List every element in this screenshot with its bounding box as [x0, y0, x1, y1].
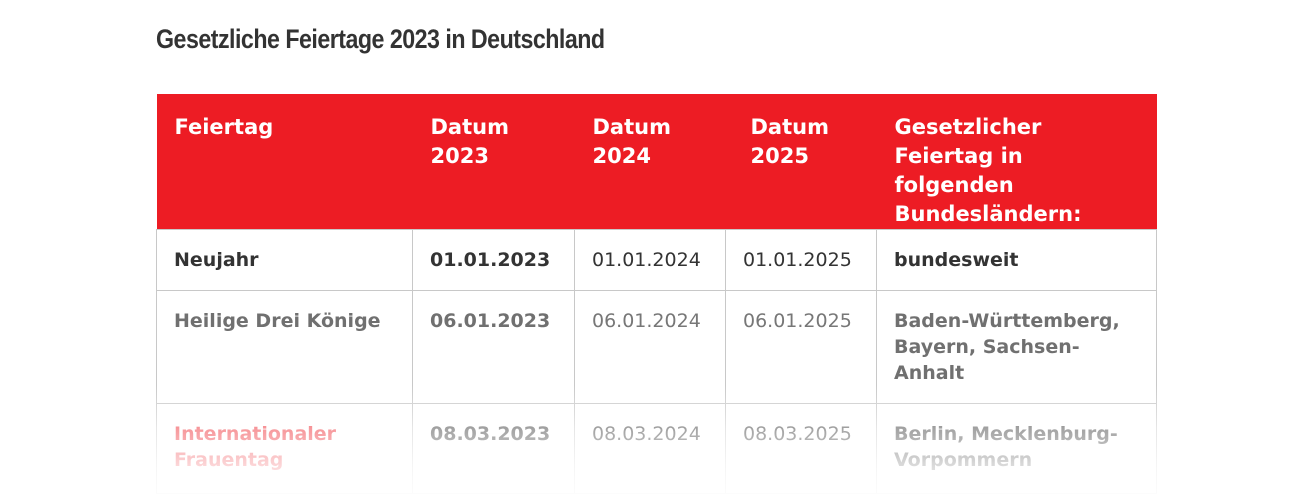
table-row: Neujahr 01.01.2023 01.01.2024 01.01.2025…	[156, 229, 1157, 291]
date-2023: 08.03.2023	[412, 403, 575, 494]
header-datum-2023: Datum 2023	[412, 94, 575, 230]
date-2024: 08.03.2024	[574, 403, 726, 494]
table-row: Internationaler Frauentag 08.03.2023 08.…	[156, 403, 1157, 494]
header-feiertag: Feiertag	[156, 94, 413, 230]
date-2023: 01.01.2023	[412, 229, 575, 291]
date-2025: 08.03.2025	[725, 403, 877, 494]
table-header-row: Feiertag Datum 2023 Datum 2024 Datum 202…	[156, 94, 1157, 230]
date-2024: 01.01.2024	[574, 229, 726, 291]
date-2025: 01.01.2025	[725, 229, 877, 291]
page-title: Gesetzliche Feiertage 2023 in Deutschlan…	[156, 24, 605, 54]
header-datum-2024: Datum 2024	[574, 94, 726, 230]
federal-states: Berlin, Mecklenburg- Vorpommern	[876, 403, 1157, 494]
holiday-name: Internationaler Frauentag	[156, 403, 413, 494]
date-2024: 06.01.2024	[574, 290, 726, 404]
holiday-name: Heilige Drei Könige	[156, 290, 413, 404]
table-row: Heilige Drei Könige 06.01.2023 06.01.202…	[156, 290, 1157, 404]
holiday-name: Neujahr	[156, 229, 413, 291]
header-datum-2025: Datum 2025	[725, 94, 877, 230]
federal-states: Baden-Württemberg, Bayern, Sachsen- Anha…	[876, 290, 1157, 404]
date-2025: 06.01.2025	[725, 290, 877, 404]
holiday-name-link[interactable]: Internationaler Frauentag	[174, 423, 337, 471]
date-2023: 06.01.2023	[412, 290, 575, 404]
federal-states: bundesweit	[876, 229, 1157, 291]
header-bundeslaender: Gesetzlicher Feiertag in folgenden Bunde…	[876, 94, 1157, 230]
holiday-table: Feiertag Datum 2023 Datum 2024 Datum 202…	[156, 94, 1157, 494]
